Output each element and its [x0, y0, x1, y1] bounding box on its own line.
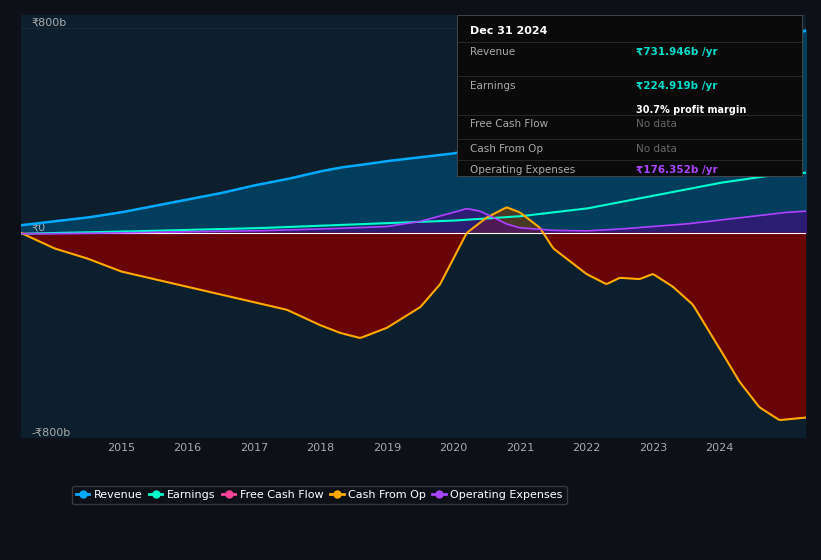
Text: ₹0: ₹0 — [31, 223, 45, 233]
Text: -₹800b: -₹800b — [31, 428, 71, 438]
Text: ₹800b: ₹800b — [31, 18, 67, 28]
Legend: Revenue, Earnings, Free Cash Flow, Cash From Op, Operating Expenses: Revenue, Earnings, Free Cash Flow, Cash … — [71, 486, 567, 505]
